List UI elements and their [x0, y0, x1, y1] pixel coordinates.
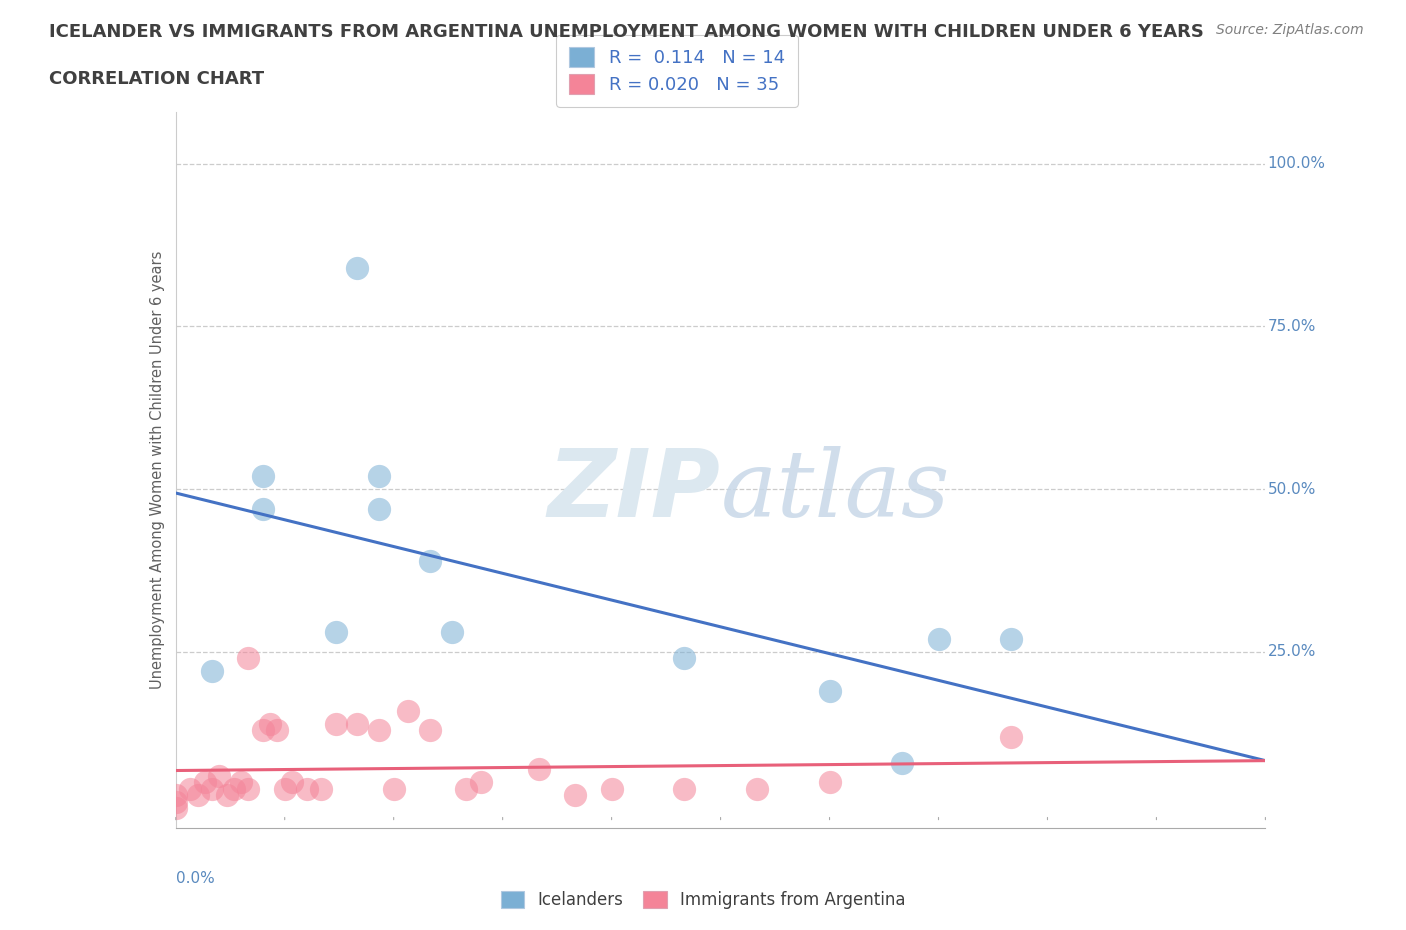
Point [419, 723, 441, 737]
Text: 100.0%: 100.0% [1268, 156, 1326, 171]
Point [165, 794, 187, 809]
Point [419, 553, 441, 568]
Point [231, 775, 253, 790]
Point [201, 664, 224, 679]
Text: 50.0%: 50.0% [1268, 482, 1316, 497]
Point [673, 781, 696, 796]
Point [745, 781, 768, 796]
Text: Source: ZipAtlas.com: Source: ZipAtlas.com [1216, 23, 1364, 37]
Point [1000, 631, 1022, 646]
Point [564, 788, 586, 803]
Point [252, 469, 274, 484]
Text: ICELANDER VS IMMIGRANTS FROM ARGENTINA UNEMPLOYMENT AMONG WOMEN WITH CHILDREN UN: ICELANDER VS IMMIGRANTS FROM ARGENTINA U… [49, 23, 1204, 41]
Point [396, 703, 419, 718]
Point [818, 775, 841, 790]
Point [252, 501, 274, 516]
Legend: Icelanders, Immigrants from Argentina: Icelanders, Immigrants from Argentina [492, 883, 914, 917]
Text: 75.0%: 75.0% [1268, 319, 1316, 334]
Point [346, 260, 368, 275]
Point [346, 716, 368, 731]
Point [266, 723, 288, 737]
Text: 0.0%: 0.0% [176, 870, 215, 885]
Point [928, 631, 950, 646]
Point [165, 801, 187, 816]
Point [600, 781, 623, 796]
Point [238, 651, 260, 666]
Point [274, 781, 297, 796]
Text: ZIP: ZIP [548, 445, 721, 538]
Point [309, 781, 332, 796]
Point [215, 788, 238, 803]
Point [281, 775, 304, 790]
Text: CORRELATION CHART: CORRELATION CHART [49, 70, 264, 87]
Point [259, 716, 281, 731]
Point [673, 651, 696, 666]
Point [252, 723, 274, 737]
Point [201, 781, 224, 796]
Legend: R =  0.114   N = 14, R = 0.020   N = 35: R = 0.114 N = 14, R = 0.020 N = 35 [557, 34, 797, 107]
Point [368, 723, 391, 737]
Point [368, 501, 391, 516]
Point [440, 625, 463, 640]
Point [368, 469, 391, 484]
Point [470, 775, 492, 790]
Point [818, 684, 841, 698]
Point [222, 781, 245, 796]
Point [325, 716, 347, 731]
Point [325, 625, 347, 640]
Point [1000, 729, 1022, 744]
Point [194, 775, 217, 790]
Point [238, 781, 260, 796]
Y-axis label: Unemployment Among Women with Children Under 6 years: Unemployment Among Women with Children U… [149, 250, 165, 689]
Point [382, 781, 405, 796]
Point [456, 781, 478, 796]
Point [186, 788, 209, 803]
Point [891, 755, 914, 770]
Point [295, 781, 318, 796]
Point [208, 768, 231, 783]
Text: atlas: atlas [721, 446, 950, 536]
Point [179, 781, 201, 796]
Point [165, 788, 187, 803]
Text: 25.0%: 25.0% [1268, 644, 1316, 659]
Point [527, 762, 550, 777]
